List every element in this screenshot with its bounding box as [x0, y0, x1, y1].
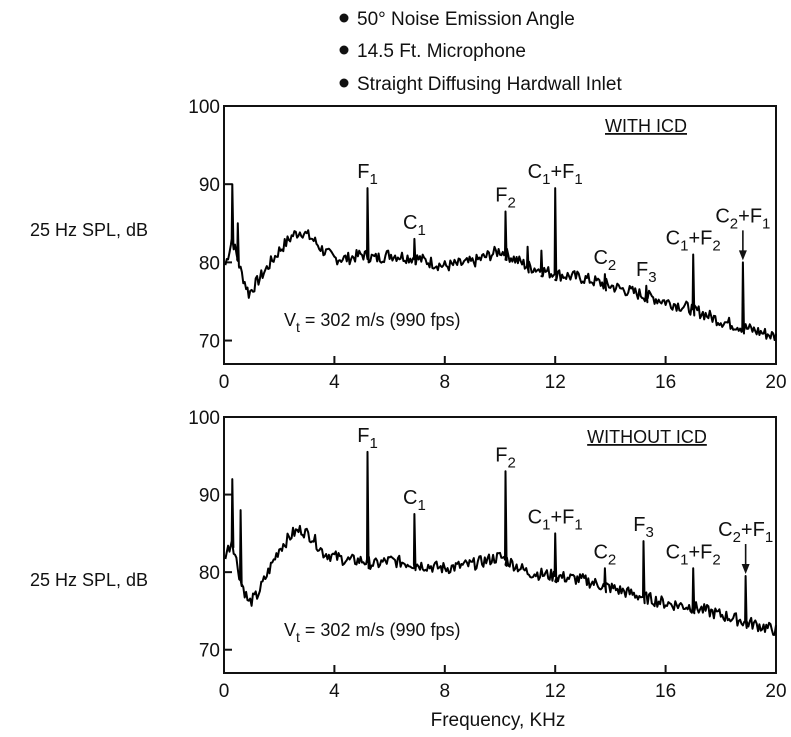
note-inlet: Straight Diffusing Hardwall Inlet — [357, 74, 622, 95]
peak-label: C2 — [593, 541, 616, 568]
panel-without-icd: 25 Hz SPL, dB WITHOUT ICD 0 4 8 12 16 20 70 80 9… — [30, 408, 787, 731]
peak-label: C1+F1 — [528, 161, 583, 188]
peak-label: C1 — [403, 212, 426, 239]
peak-label: C1+F2 — [666, 228, 721, 255]
spectrum-line — [224, 450, 777, 636]
peak-label: F2 — [495, 185, 516, 212]
peak-label: C1+F1 — [528, 506, 583, 533]
y-tick-label: 100 — [188, 97, 220, 118]
bullet-icon — [339, 45, 349, 55]
peak-label: F1 — [357, 161, 378, 188]
y-tick-label: 80 — [199, 253, 220, 274]
y-axis-label: 25 Hz SPL, dB — [30, 220, 148, 240]
x-axis-label: Frequency, KHz — [431, 710, 566, 731]
y-tick-label: 70 — [199, 332, 220, 353]
x-tick-label: 0 — [219, 681, 230, 702]
y-tick-label: 90 — [199, 486, 220, 507]
bullet-icon — [339, 78, 349, 88]
x-tick-label: 12 — [545, 372, 566, 393]
panel-label: WITHOUT ICD — [587, 427, 707, 447]
header-notes: 50° Noise Emission Angle 14.5 Ft. Microp… — [339, 9, 622, 95]
x-tick-label: 8 — [440, 681, 451, 702]
peak-label: F2 — [495, 444, 516, 471]
peak-label: C1+F2 — [666, 541, 721, 568]
note-emission-angle: 50° Noise Emission Angle — [357, 9, 575, 30]
x-tick-label: 16 — [655, 681, 676, 702]
peak-label: F1 — [357, 425, 378, 452]
x-tick-label: 16 — [655, 372, 676, 393]
x-tick-label: 20 — [765, 681, 786, 702]
panel-with-icd: 25 Hz SPL, dB WITH ICD 0 4 8 12 16 20 70 80 90 10… — [30, 97, 787, 393]
peak-label: C1 — [403, 487, 426, 514]
x-tick-label: 4 — [329, 372, 340, 393]
y-tick-label: 100 — [188, 408, 220, 429]
x-tick-label: 4 — [329, 681, 340, 702]
y-tick-label: 90 — [199, 175, 220, 196]
plot-frame — [223, 416, 777, 674]
arrow-head-icon — [741, 564, 750, 575]
y-axis-label: 25 Hz SPL, dB — [30, 570, 148, 590]
y-tick-label: 70 — [199, 641, 220, 662]
tip-speed-annotation: Vt = 302 m/s (990 fps) — [284, 310, 460, 335]
spectrum-line — [224, 183, 777, 341]
x-tick-label: 8 — [440, 372, 451, 393]
note-microphone: 14.5 Ft. Microphone — [357, 41, 526, 62]
x-tick-label: 0 — [219, 372, 230, 393]
panel-label: WITH ICD — [605, 116, 687, 136]
x-tick-label: 12 — [545, 681, 566, 702]
bullet-icon — [339, 13, 349, 23]
plot-frame — [223, 105, 777, 365]
peak-label: C2+F1 — [715, 205, 770, 232]
peak-label: F3 — [633, 514, 654, 541]
peak-label: C2 — [593, 247, 616, 274]
peak-label: C2+F1 — [718, 519, 773, 546]
tip-speed-annotation: Vt = 302 m/s (990 fps) — [284, 620, 460, 645]
x-tick-label: 20 — [765, 372, 786, 393]
peak-label: F3 — [636, 259, 657, 286]
arrow-head-icon — [738, 250, 747, 261]
y-tick-label: 80 — [199, 563, 220, 584]
